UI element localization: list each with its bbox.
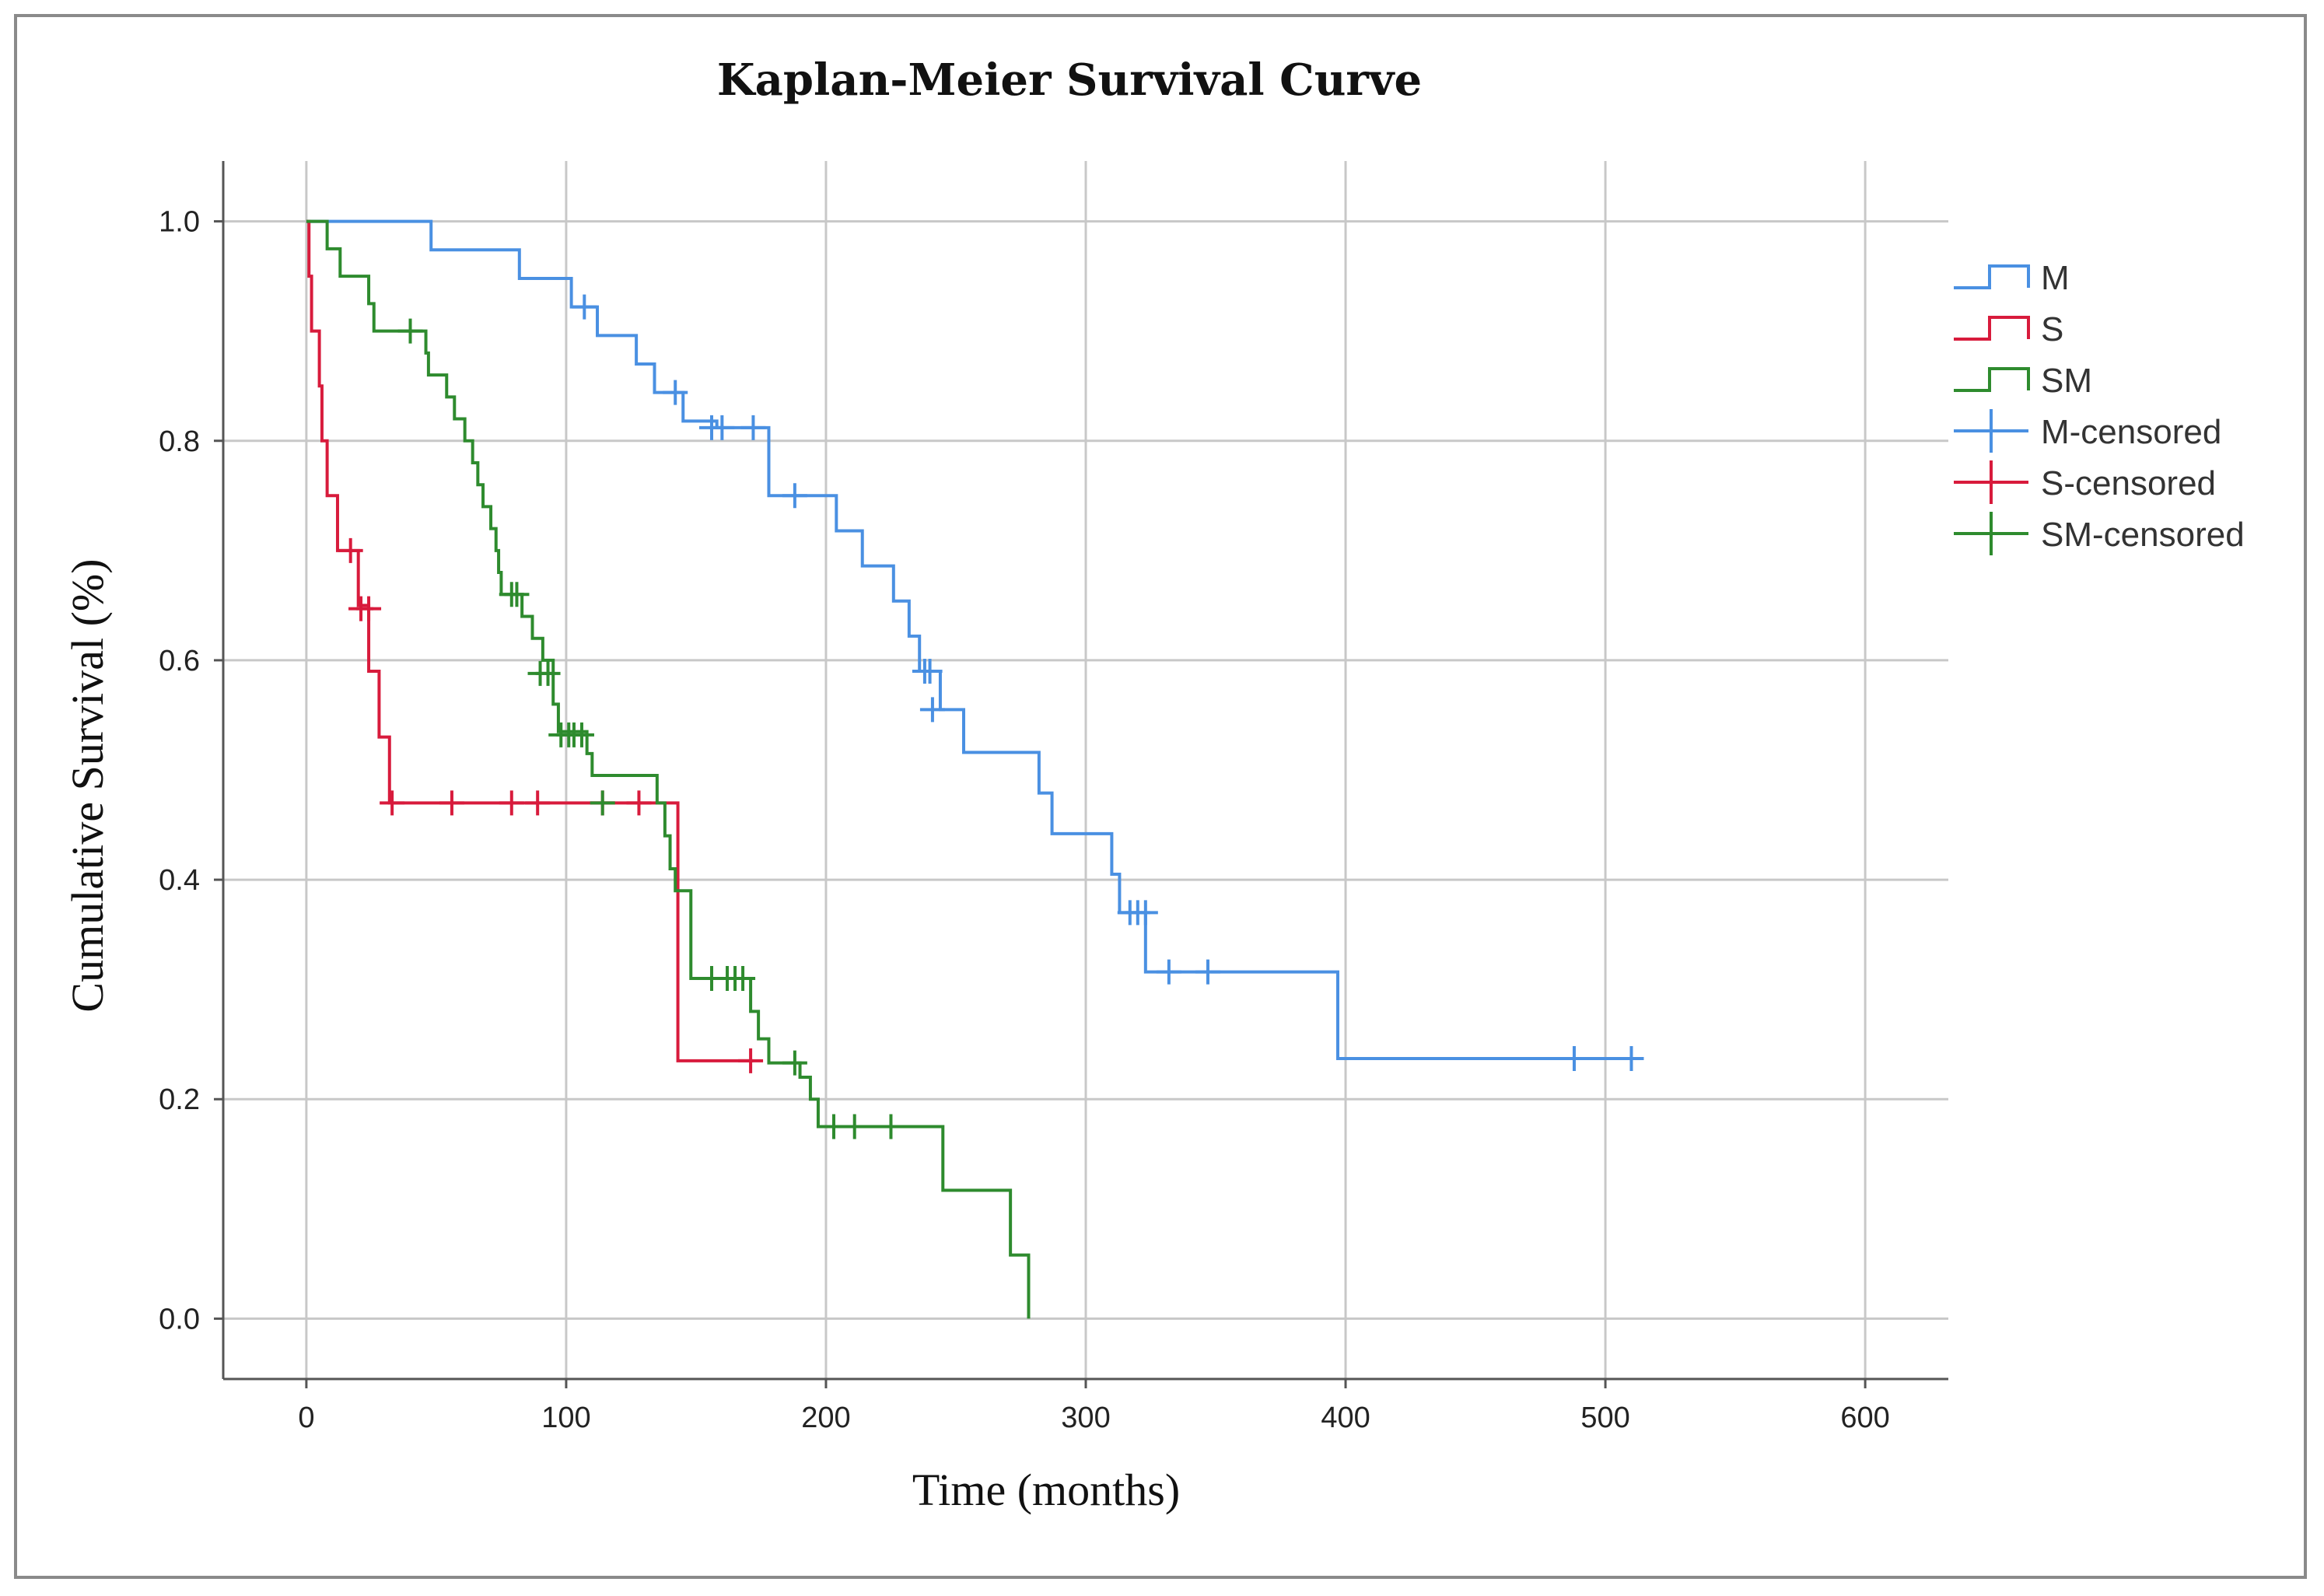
censor-mark-s (738, 1048, 764, 1073)
x-tick-label: 600 (1840, 1402, 1889, 1434)
y-tick-label: 0.6 (159, 645, 200, 677)
legend-label-s-censored: S-censored (2041, 464, 2216, 502)
survival-curve-sm (306, 219, 1031, 1319)
censor-mark-m (919, 697, 945, 723)
y-axis-title: Cumulative Survival (%) (62, 558, 113, 1012)
legend-label-sm: SM (2041, 362, 2092, 400)
x-tick-label: 500 (1580, 1402, 1629, 1434)
y-tick-label: 1.0 (159, 206, 200, 239)
legend-swatch-sm (1954, 367, 2030, 392)
y-tick-label: 0.8 (159, 425, 200, 458)
censor-mark-s (380, 790, 405, 816)
censor-mark-m (663, 380, 688, 405)
censor-mark-sm (535, 660, 561, 686)
y-tick-label: 0.2 (159, 1083, 200, 1116)
censor-mark-sm (569, 722, 594, 747)
legend-swatch-sm-censored (1954, 512, 2028, 555)
censor-mark-sm (397, 318, 423, 344)
censor-mark-m (709, 415, 735, 440)
legend-swatch-m (1954, 264, 2030, 289)
censor-mark-m (1132, 900, 1158, 926)
survival-curve-s (306, 219, 754, 1062)
survival-curve-m (306, 219, 1637, 1061)
censor-mark-sm (782, 1050, 807, 1076)
legend-swatch-s-censored (1954, 460, 2028, 504)
y-tick-label: 0.4 (159, 864, 200, 897)
chart-title: Kaplan-Meier Survival Curve (717, 54, 1422, 106)
censor-mark-m (740, 415, 766, 440)
censor-mark-m (782, 483, 807, 509)
legend-label-s: S (2041, 310, 2063, 348)
censor-mark-s (439, 790, 464, 816)
censor-mark-s (525, 790, 551, 816)
grid-layer (223, 161, 1948, 1379)
censor-mark-sm (504, 582, 530, 607)
censor-mark-m (572, 294, 597, 320)
x-tick-label: 400 (1321, 1402, 1370, 1434)
censor-mark-m (1156, 959, 1181, 985)
legend-label-sm-censored: SM-censored (2041, 516, 2245, 554)
legend-label-m-censored: M-censored (2041, 413, 2221, 451)
censor-mark-sm (878, 1114, 904, 1139)
legend: MS SM M-censored S-censored SM-censored (1954, 259, 2245, 555)
censor-mark-s (338, 537, 363, 563)
series-sm (306, 219, 1031, 1319)
x-axis-title: Time (months) (912, 1465, 1180, 1515)
censor-mark-m (917, 659, 943, 684)
legend-swatch-s (1954, 316, 2030, 341)
censor-mark-m (1195, 959, 1220, 985)
censor-mark-sm (590, 790, 615, 816)
x-tick-label: 200 (801, 1402, 850, 1434)
censor-mark-s (356, 596, 382, 621)
axis-layer (214, 161, 1948, 1388)
censor-mark-s (626, 790, 652, 816)
x-tick-label: 100 (541, 1402, 590, 1434)
tick-label-layer: 0 100 200 300 400 500 600 0.0 0.2 0.4 0.6 0.8 1.0 (159, 206, 1890, 1434)
censor-mark-m (1619, 1046, 1644, 1072)
censor-mark-sm (730, 966, 756, 992)
censor-mark-s (499, 790, 524, 816)
legend-label-m: M (2041, 259, 2070, 297)
y-tick-label: 0.0 (159, 1303, 200, 1335)
x-tick-label: 0 (298, 1402, 314, 1434)
censor-mark-sm (821, 1114, 846, 1139)
series-layer (306, 219, 1644, 1319)
censor-mark-m (1561, 1046, 1587, 1072)
series-m (306, 219, 1644, 1072)
series-s (306, 219, 764, 1073)
x-tick-label: 300 (1061, 1402, 1110, 1434)
legend-swatch-m-censored (1954, 409, 2028, 453)
censor-mark-sm (842, 1114, 867, 1139)
